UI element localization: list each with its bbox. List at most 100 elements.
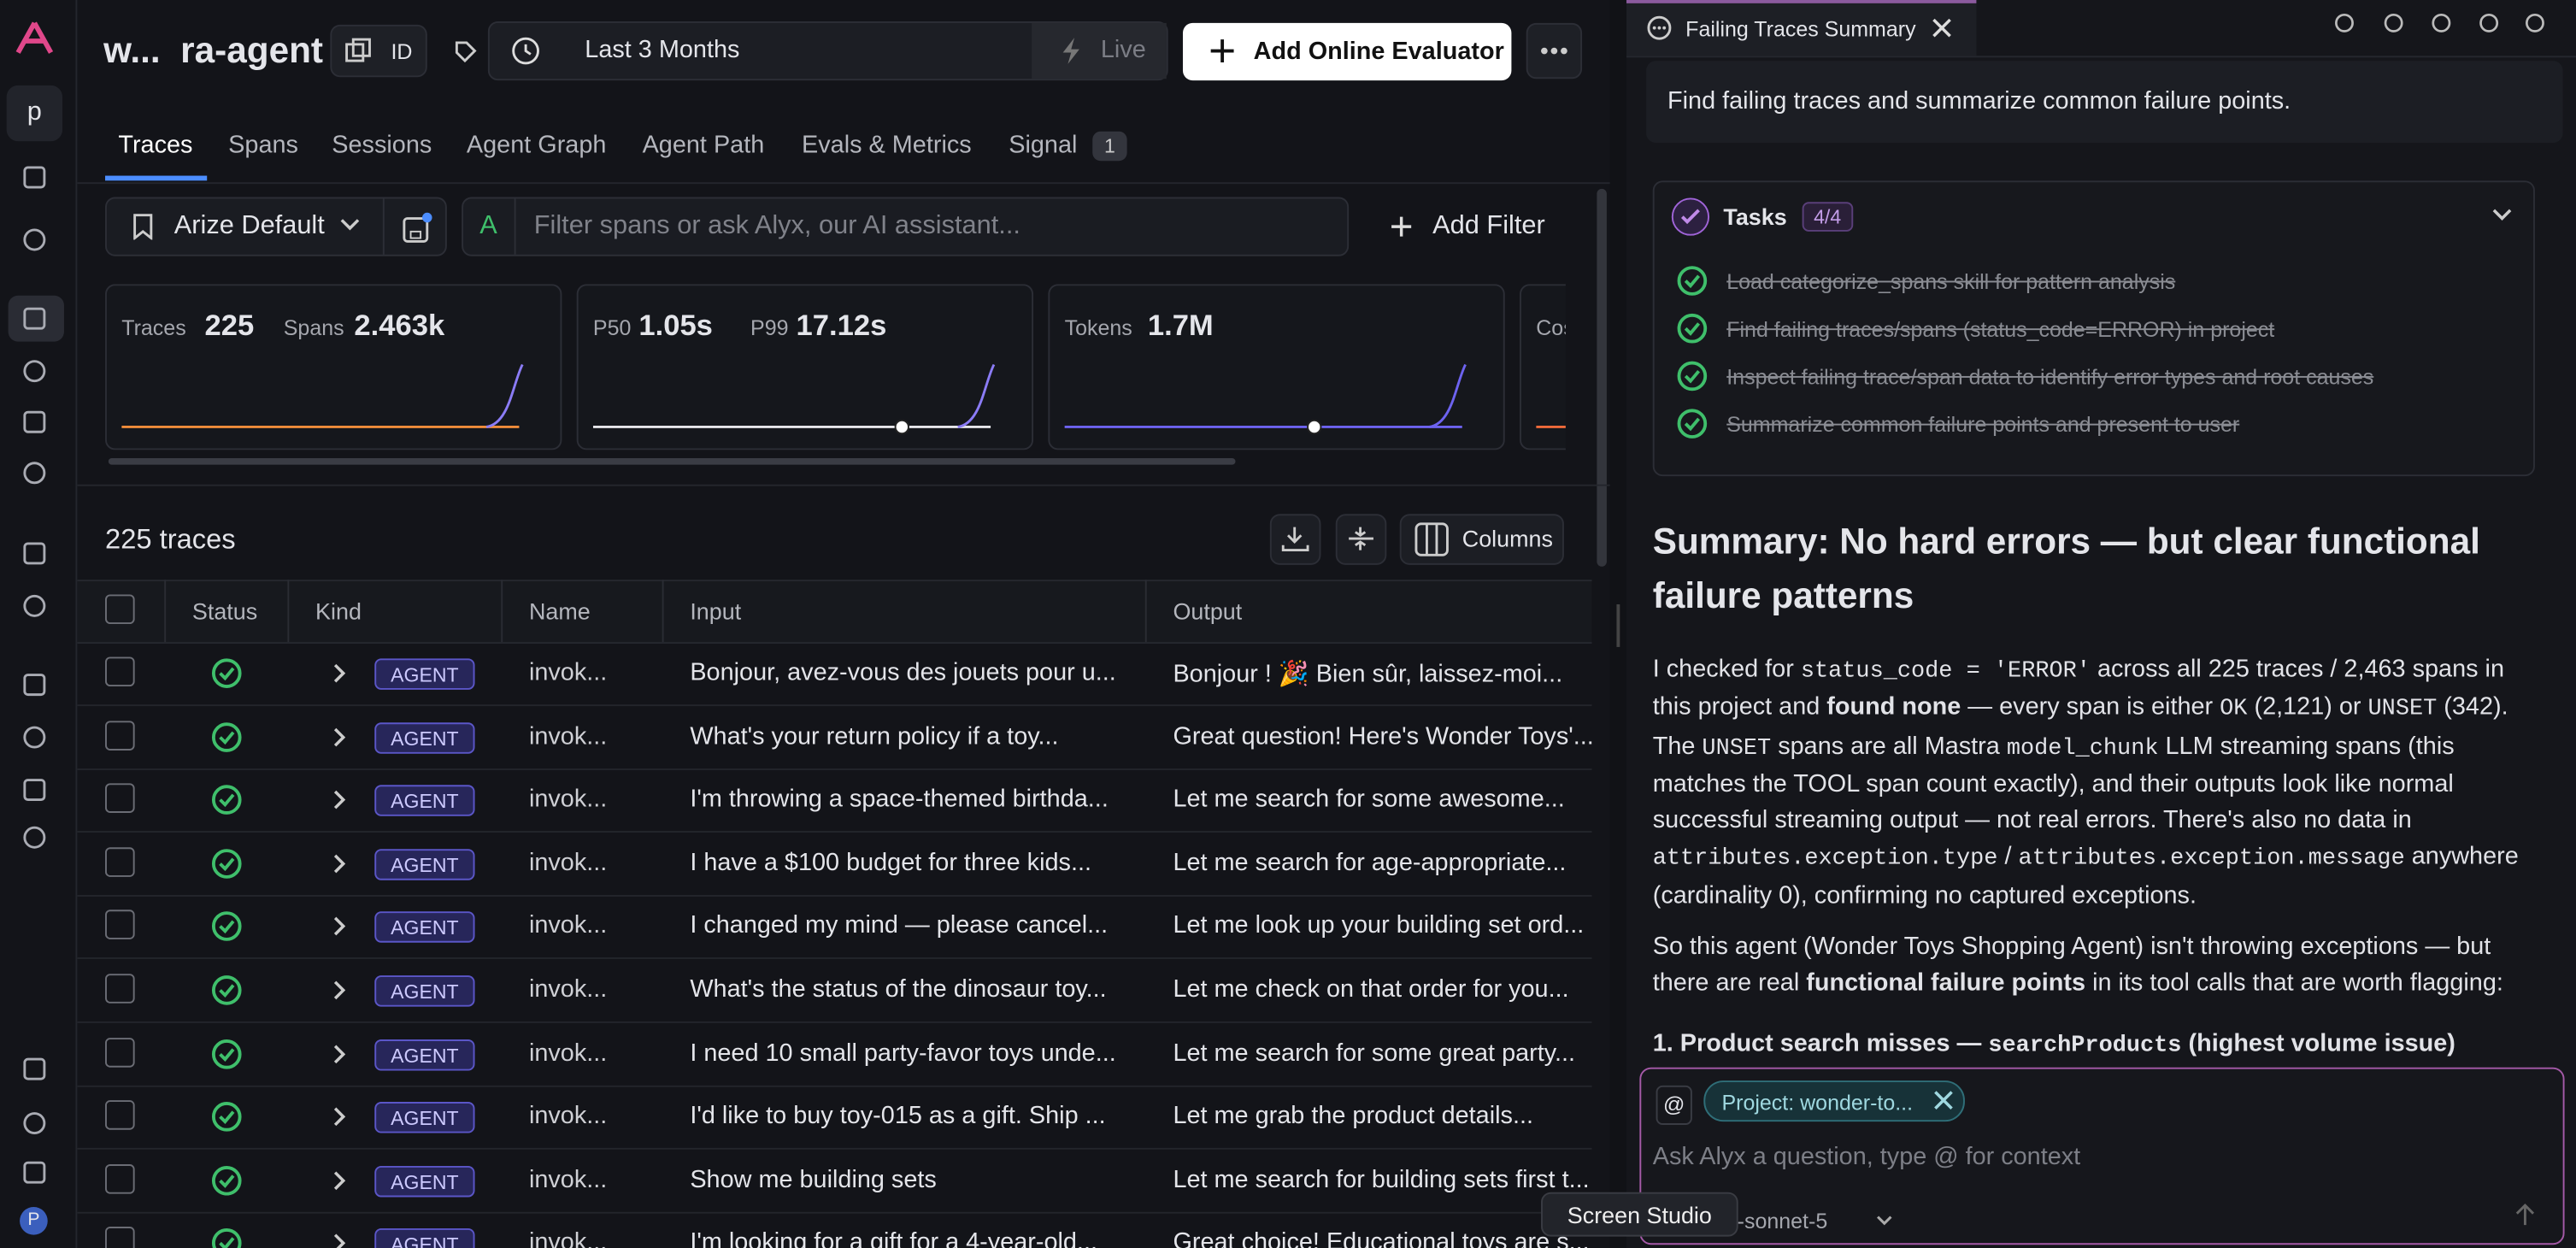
expand-chevron[interactable] xyxy=(333,1170,346,1190)
nav-icon[interactable] xyxy=(21,540,48,567)
expand-chevron[interactable] xyxy=(333,790,346,809)
expand-chevron[interactable] xyxy=(333,854,346,874)
tab[interactable]: Agent Graph xyxy=(466,131,607,160)
nav-icon-part xyxy=(23,1057,46,1080)
view-select[interactable] xyxy=(105,197,447,256)
panel-action[interactable] xyxy=(2380,10,2407,37)
nav-icon[interactable] xyxy=(21,164,48,191)
task-item: Inspect failing trace/span data to ident… xyxy=(1726,364,2374,390)
nav-icon[interactable] xyxy=(21,1159,48,1186)
signal-badge: 1 xyxy=(1092,131,1127,162)
save-icon-part xyxy=(403,217,429,243)
table-row[interactable]: AGENT invok... What's the status of the di… xyxy=(77,959,1592,1023)
tab[interactable]: Evals & Metrics xyxy=(802,131,972,160)
panel-action-part xyxy=(2525,13,2544,32)
panel-action[interactable] xyxy=(2476,10,2502,37)
nav-icon[interactable] xyxy=(21,672,48,698)
panel-action[interactable] xyxy=(2428,10,2455,37)
checkbox[interactable] xyxy=(105,594,135,625)
table-row[interactable]: AGENT invok... Bonjour, avez-vous des joue… xyxy=(77,642,1592,707)
table-row[interactable]: AGENT invok... What's your return policy i… xyxy=(77,705,1592,770)
project-name: w... ra-agent xyxy=(103,29,324,71)
chip-close[interactable] xyxy=(1933,1091,1953,1110)
status-check-part xyxy=(211,911,242,942)
avatar[interactable]: P xyxy=(20,1207,48,1235)
expand-chevron[interactable] xyxy=(333,917,346,937)
context-button[interactable]: @ xyxy=(1656,1085,1692,1125)
nav-icon[interactable] xyxy=(21,305,48,332)
collapse-chevron[interactable] xyxy=(2492,209,2512,221)
checkbox[interactable] xyxy=(105,1227,135,1248)
plus-icon-part xyxy=(1210,39,1234,63)
nav-icon[interactable] xyxy=(21,593,48,620)
text: I checked for xyxy=(1652,655,1801,684)
add-filter[interactable]: Add Filter xyxy=(1432,211,1545,240)
live-toggle[interactable] xyxy=(1032,22,1167,79)
tab[interactable]: Sessions xyxy=(332,131,432,160)
metric-value: 1.7M xyxy=(1147,309,1214,342)
checkbox[interactable] xyxy=(105,910,135,940)
task-item: Find failing traces/spans (status_code=E… xyxy=(1726,316,2275,342)
checkbox[interactable] xyxy=(105,974,135,1004)
checkbox[interactable] xyxy=(105,656,135,687)
expand-chevron[interactable] xyxy=(333,1233,346,1248)
expand-chevron[interactable] xyxy=(333,1044,346,1063)
close-icon[interactable] xyxy=(1932,18,1952,38)
nav-icon[interactable] xyxy=(21,460,48,486)
expand-chevron[interactable] xyxy=(333,727,346,746)
nav-icon-part xyxy=(23,1161,46,1184)
table-row[interactable]: AGENT invok... I'm throwing a space-themed… xyxy=(77,768,1592,833)
clock-icon-part xyxy=(512,37,539,65)
nav-icon[interactable] xyxy=(21,1056,48,1082)
kind-badge: AGENT xyxy=(374,1165,475,1198)
nav-icon[interactable] xyxy=(21,777,48,804)
text: LLM streaming spans (this matches the TO… xyxy=(1652,732,2455,835)
checkbox[interactable] xyxy=(105,846,135,877)
checkbox[interactable] xyxy=(105,1037,135,1067)
nav-icon[interactable] xyxy=(21,409,48,435)
checkbox[interactable] xyxy=(105,720,135,751)
add-evaluator[interactable]: Add Online Evaluator xyxy=(1182,22,1512,81)
nav-icon[interactable] xyxy=(21,227,48,253)
save-icon[interactable] xyxy=(401,212,433,244)
table-row[interactable]: AGENT invok... I'd like to buy toy-015 as … xyxy=(77,1086,1592,1151)
bookmark-icon xyxy=(133,214,153,240)
nav-icon[interactable] xyxy=(21,824,48,851)
filter-input[interactable] xyxy=(462,197,1350,256)
context-chip[interactable]: Project: wonder-to... xyxy=(1703,1080,1965,1122)
status-check xyxy=(211,975,242,1005)
expand-chevron[interactable] xyxy=(333,980,346,1000)
table-row[interactable]: AGENT invok... I have a $100 budget for th… xyxy=(77,833,1592,897)
tab[interactable]: Spans xyxy=(228,131,298,160)
nav-icon[interactable] xyxy=(21,1110,48,1137)
nav-icon[interactable] xyxy=(21,358,48,385)
nav-icon[interactable] xyxy=(21,724,48,751)
summary-content: Summary: No hard errors — but clear func… xyxy=(1653,492,2549,1064)
checkbox[interactable] xyxy=(105,1163,135,1194)
tab[interactable]: Signal xyxy=(1009,131,1078,160)
tab[interactable]: Traces xyxy=(118,131,193,160)
tab[interactable]: Agent Path xyxy=(642,131,765,160)
text: — every span is either xyxy=(1961,693,2220,721)
table-row[interactable]: AGENT invok... I need 10 small party-favor… xyxy=(77,1022,1592,1086)
table-row[interactable]: AGENT invok... Show me building sets Let me… xyxy=(77,1149,1592,1214)
panel-tab[interactable] xyxy=(1626,0,1977,56)
checkbox[interactable] xyxy=(105,1100,135,1131)
panel-action[interactable] xyxy=(2522,10,2549,37)
tag-icon[interactable] xyxy=(452,38,479,64)
table-row[interactable]: AGENT invok... I changed my mind — please … xyxy=(77,896,1592,960)
text: / xyxy=(1997,843,2019,872)
workspace-button[interactable]: p xyxy=(6,85,63,142)
panel-action[interactable] xyxy=(2332,10,2358,37)
table-row[interactable]: AGENT invok... I'm looking for a gift for … xyxy=(77,1213,1591,1248)
send-icon[interactable] xyxy=(2515,1204,2535,1227)
column-header: Input xyxy=(690,598,742,625)
summary-paragraph: 1. Product search misses — searchProduct… xyxy=(1653,1027,2544,1064)
expand-chevron[interactable] xyxy=(333,663,346,683)
kind-badge: AGENT xyxy=(374,1228,475,1248)
status-check-part xyxy=(1677,361,1708,391)
checkbox[interactable] xyxy=(105,783,135,814)
metric-label: Spans xyxy=(283,315,344,340)
expand-chevron[interactable] xyxy=(333,1107,346,1127)
